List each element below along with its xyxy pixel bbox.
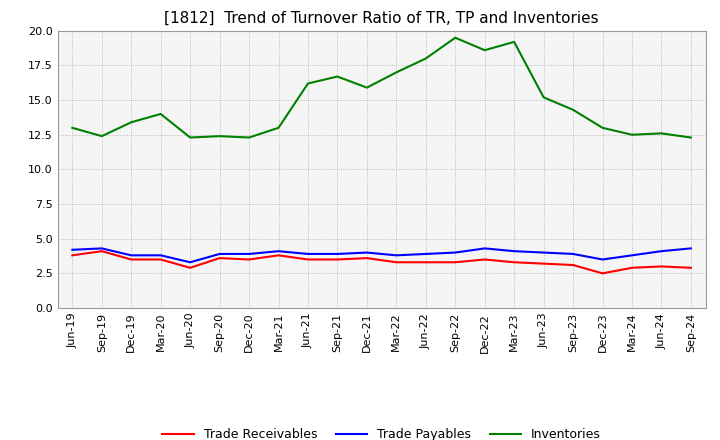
- Trade Receivables: [539, 261, 548, 266]
- Inventories: [539, 95, 548, 100]
- Trade Receivables: [628, 265, 636, 271]
- Inventories: [392, 70, 400, 75]
- Inventories: [598, 125, 607, 130]
- Trade Receivables: [245, 257, 253, 262]
- Trade Receivables: [333, 257, 342, 262]
- Trade Payables: [510, 249, 518, 254]
- Inventories: [657, 131, 666, 136]
- Trade Receivables: [687, 265, 696, 271]
- Inventories: [304, 81, 312, 86]
- Inventories: [510, 39, 518, 44]
- Trade Receivables: [363, 256, 372, 261]
- Inventories: [628, 132, 636, 137]
- Inventories: [363, 85, 372, 90]
- Trade Payables: [186, 260, 194, 265]
- Line: Trade Payables: Trade Payables: [72, 249, 691, 262]
- Inventories: [97, 133, 106, 139]
- Trade Receivables: [598, 271, 607, 276]
- Trade Receivables: [569, 262, 577, 268]
- Inventories: [569, 107, 577, 113]
- Trade Payables: [68, 247, 76, 253]
- Trade Payables: [657, 249, 666, 254]
- Trade Receivables: [480, 257, 489, 262]
- Trade Receivables: [392, 260, 400, 265]
- Trade Payables: [628, 253, 636, 258]
- Trade Payables: [687, 246, 696, 251]
- Trade Receivables: [510, 260, 518, 265]
- Trade Payables: [333, 251, 342, 257]
- Inventories: [421, 56, 430, 61]
- Inventories: [451, 35, 459, 40]
- Trade Receivables: [127, 257, 135, 262]
- Trade Payables: [274, 249, 283, 254]
- Trade Receivables: [451, 260, 459, 265]
- Inventories: [186, 135, 194, 140]
- Inventories: [687, 135, 696, 140]
- Title: [1812]  Trend of Turnover Ratio of TR, TP and Inventories: [1812] Trend of Turnover Ratio of TR, TP…: [164, 11, 599, 26]
- Trade Payables: [421, 251, 430, 257]
- Trade Payables: [245, 251, 253, 257]
- Trade Payables: [127, 253, 135, 258]
- Inventories: [333, 74, 342, 79]
- Trade Receivables: [215, 256, 224, 261]
- Inventories: [127, 120, 135, 125]
- Trade Receivables: [274, 253, 283, 258]
- Inventories: [245, 135, 253, 140]
- Trade Payables: [539, 250, 548, 255]
- Inventories: [480, 48, 489, 53]
- Trade Payables: [215, 251, 224, 257]
- Trade Payables: [480, 246, 489, 251]
- Inventories: [274, 125, 283, 130]
- Trade Payables: [97, 246, 106, 251]
- Trade Payables: [156, 253, 165, 258]
- Trade Payables: [363, 250, 372, 255]
- Inventories: [156, 111, 165, 117]
- Trade Receivables: [421, 260, 430, 265]
- Trade Receivables: [657, 264, 666, 269]
- Line: Trade Receivables: Trade Receivables: [72, 251, 691, 273]
- Trade Payables: [304, 251, 312, 257]
- Inventories: [68, 125, 76, 130]
- Trade Payables: [392, 253, 400, 258]
- Trade Receivables: [97, 249, 106, 254]
- Trade Receivables: [186, 265, 194, 271]
- Trade Receivables: [304, 257, 312, 262]
- Legend: Trade Receivables, Trade Payables, Inventories: Trade Receivables, Trade Payables, Inven…: [157, 423, 606, 440]
- Line: Inventories: Inventories: [72, 38, 691, 138]
- Trade Payables: [598, 257, 607, 262]
- Inventories: [215, 133, 224, 139]
- Trade Receivables: [68, 253, 76, 258]
- Trade Payables: [451, 250, 459, 255]
- Trade Receivables: [156, 257, 165, 262]
- Trade Payables: [569, 251, 577, 257]
